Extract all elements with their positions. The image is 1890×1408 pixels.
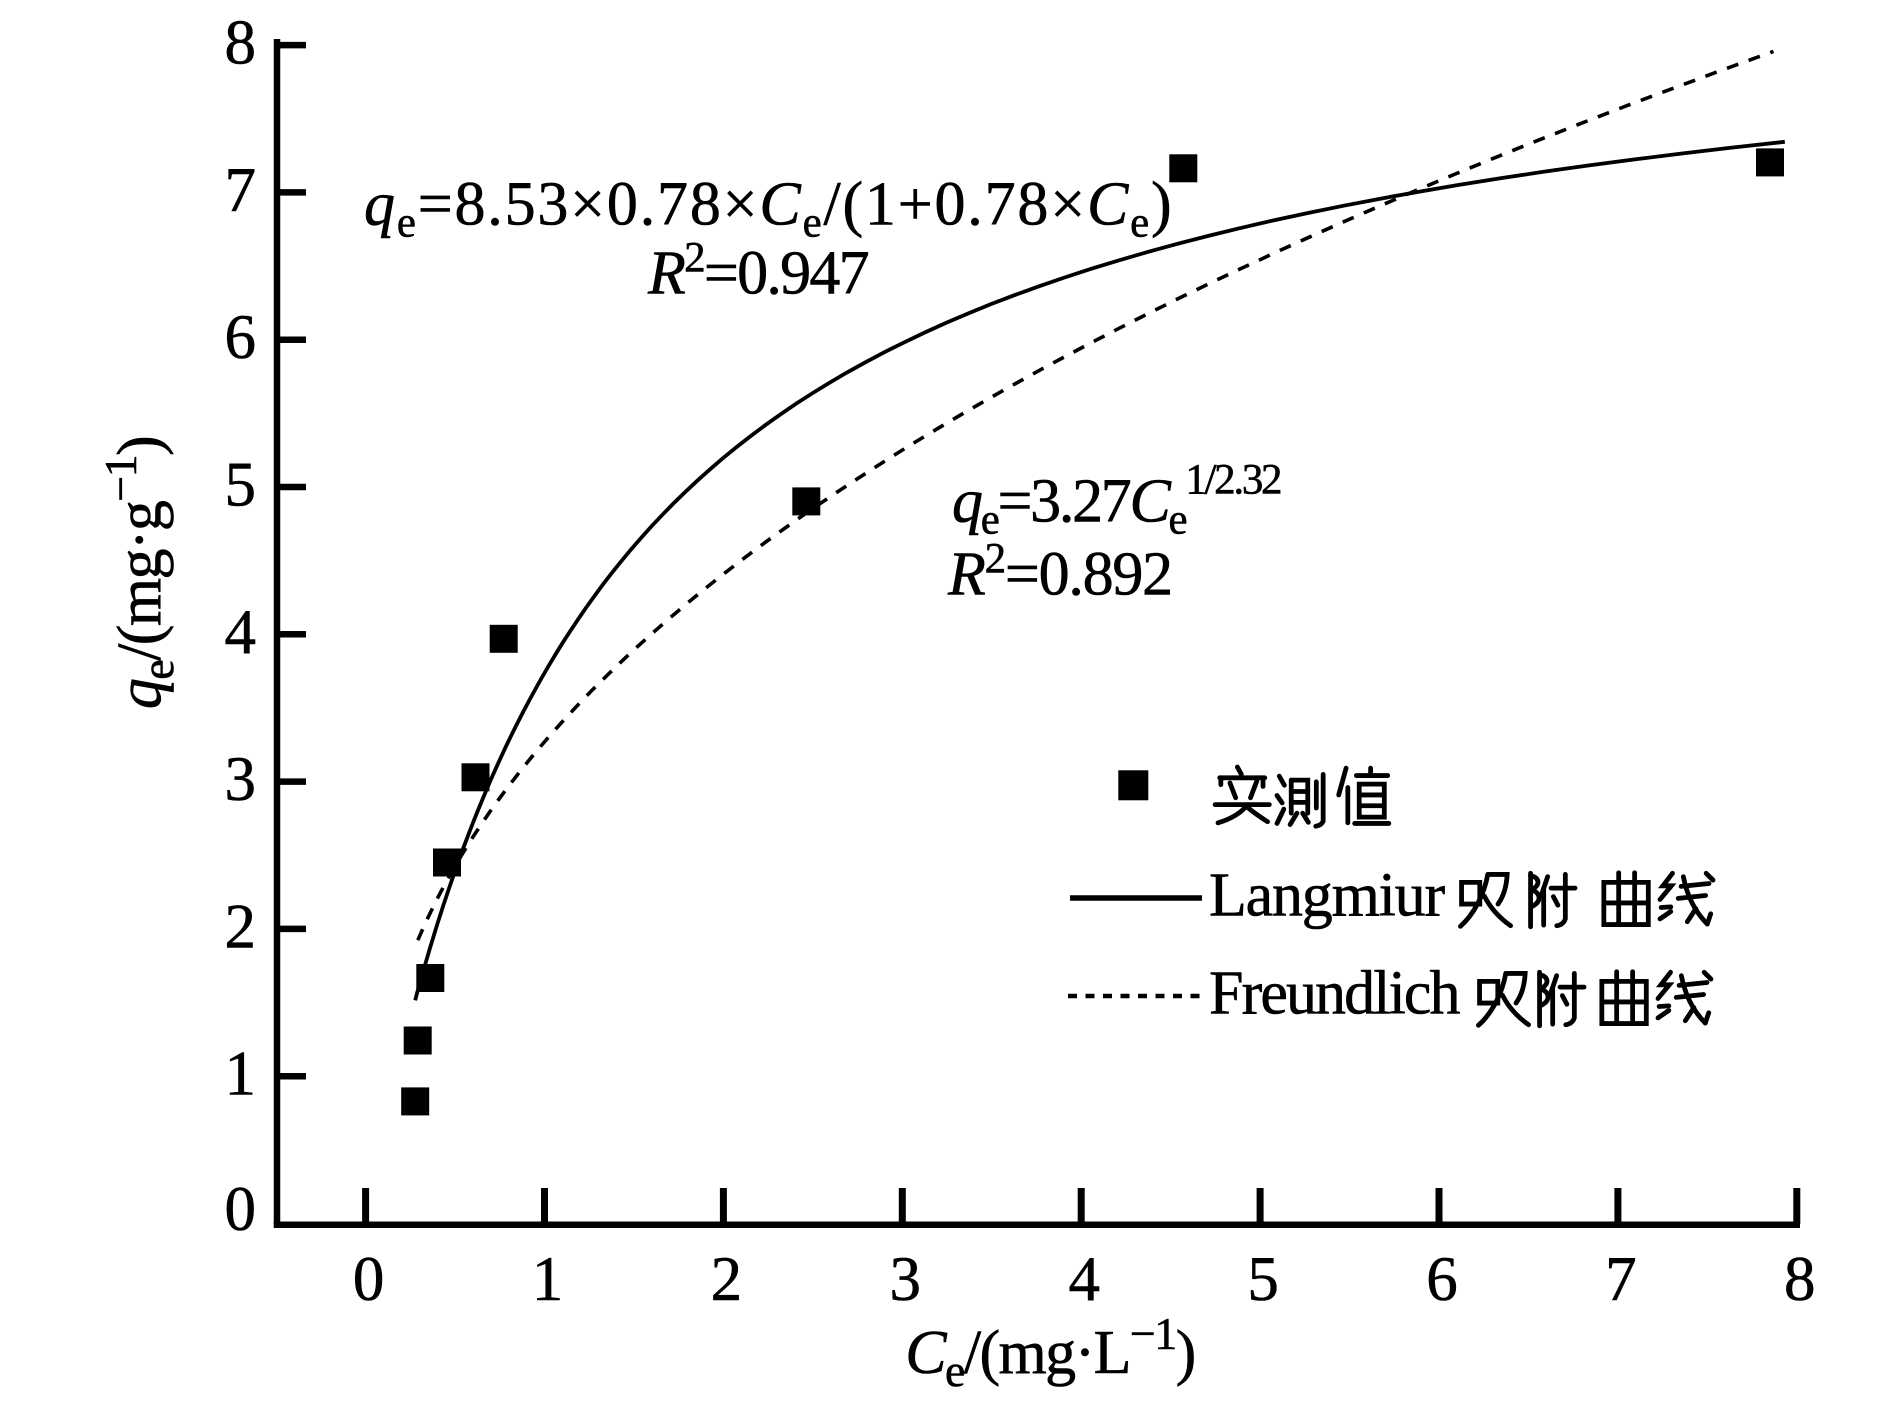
svg-text:qe=3.27Ce1/2.32: qe=3.27Ce1/2.32	[952, 456, 1281, 543]
svg-text:2: 2	[225, 891, 257, 961]
svg-text:2: 2	[711, 1244, 743, 1314]
svg-text:3: 3	[890, 1244, 922, 1314]
svg-text:6: 6	[225, 302, 257, 372]
svg-text:7: 7	[225, 155, 257, 225]
svg-text:5: 5	[225, 450, 257, 520]
svg-text:qe=8.53×0.78×Ce/(1+0.78×Ce): qe=8.53×0.78×Ce/(1+0.78×Ce)	[364, 171, 1173, 247]
svg-text:8: 8	[1784, 1244, 1816, 1314]
svg-text:R2=0.892: R2=0.892	[947, 535, 1172, 608]
svg-text:4: 4	[225, 597, 257, 667]
svg-text:Ce/(mg·L−1): Ce/(mg·L−1)	[905, 1308, 1194, 1396]
svg-text:0: 0	[225, 1174, 257, 1244]
svg-text:5: 5	[1247, 1244, 1279, 1314]
svg-text:1: 1	[532, 1244, 564, 1314]
svg-text:Langmiur: Langmiur	[1209, 862, 1445, 930]
svg-text:Freundlich: Freundlich	[1209, 960, 1461, 1028]
svg-text:1: 1	[225, 1039, 257, 1109]
svg-text:qe/(mg·g−1): qe/(mg·g−1)	[95, 437, 183, 709]
svg-text:7: 7	[1605, 1244, 1637, 1314]
svg-text:0: 0	[353, 1244, 385, 1314]
svg-text:3: 3	[225, 744, 257, 814]
svg-text:R2=0.947: R2=0.947	[647, 235, 869, 308]
svg-text:4: 4	[1068, 1244, 1100, 1314]
svg-text:6: 6	[1426, 1244, 1458, 1314]
svg-text:8: 8	[225, 8, 257, 78]
